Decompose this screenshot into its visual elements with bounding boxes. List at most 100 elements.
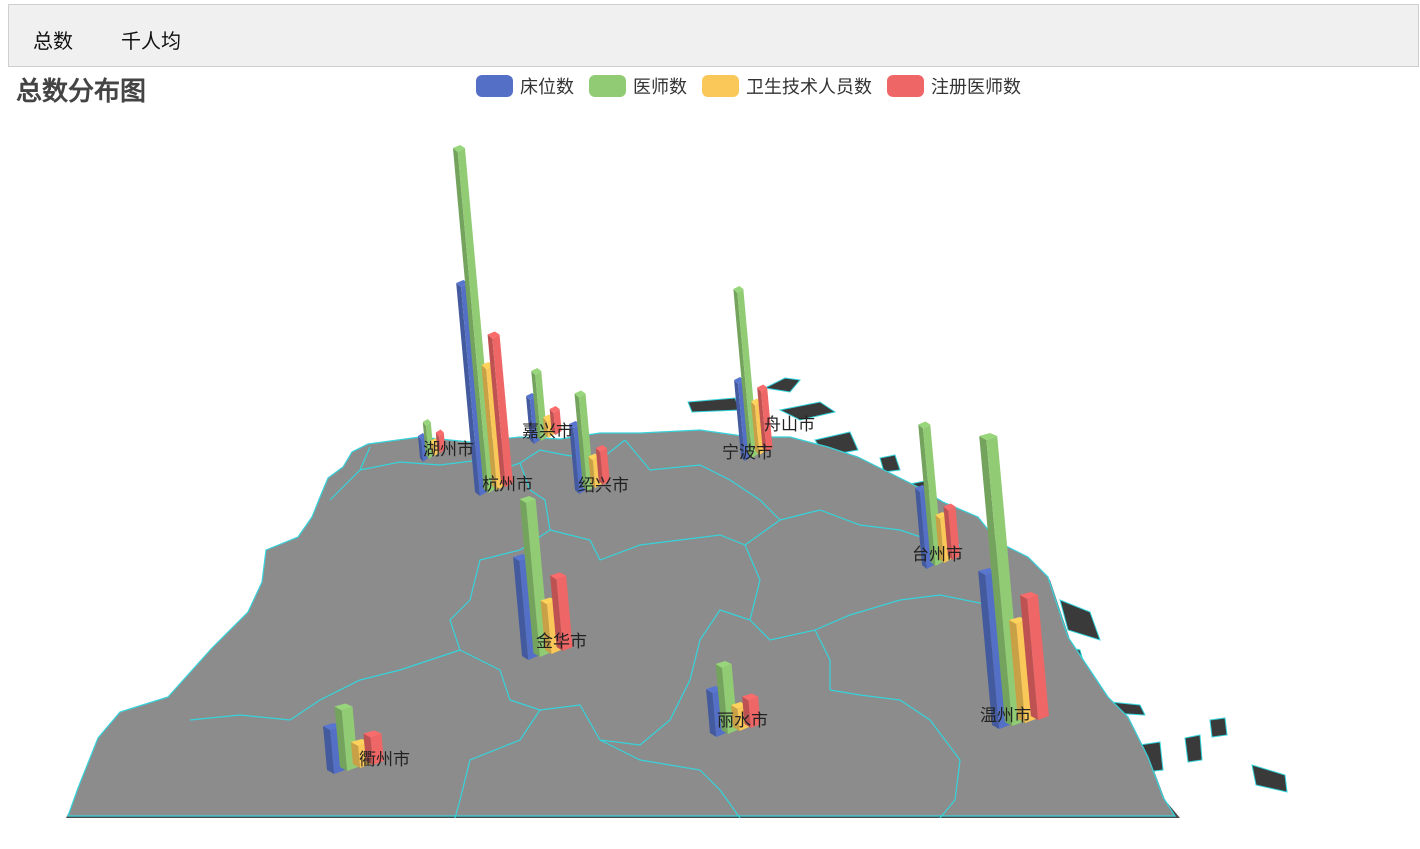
bar-front — [438, 432, 446, 453]
city-label-台州市: 台州市 — [912, 545, 963, 565]
bar-side — [731, 705, 740, 731]
bar-side — [456, 283, 480, 496]
bar-side — [750, 401, 760, 455]
bar-side — [334, 706, 348, 771]
bar-top — [487, 331, 500, 339]
bar-top — [334, 703, 353, 711]
bar-温州市-registered-doctors[interactable] — [1019, 592, 1049, 720]
bar-绍兴市-registered-doctors[interactable] — [595, 445, 610, 485]
city-label-温州市: 温州市 — [980, 706, 1031, 726]
bar-side — [452, 148, 489, 493]
bar-side — [978, 571, 1000, 729]
bar-top — [595, 445, 607, 452]
bar-side — [918, 424, 936, 566]
bar-top — [550, 572, 567, 580]
bar-front — [600, 448, 610, 485]
legend-item-beds[interactable]: 床位数 — [476, 73, 574, 99]
bar-金华市-registered-doctors[interactable] — [550, 572, 573, 652]
bar-side — [588, 456, 596, 488]
bar-layer — [323, 145, 1049, 774]
bar-front — [556, 575, 573, 651]
bar-side — [550, 575, 563, 651]
bar-side — [569, 424, 580, 494]
bar-丽水市-registered-doctors[interactable] — [742, 693, 761, 729]
tab-per-thousand[interactable]: 千人均 — [121, 29, 181, 53]
city-label-杭州市: 杭州市 — [482, 475, 533, 495]
city-label-嘉兴市: 嘉兴市 — [522, 422, 573, 442]
bar-side — [487, 334, 506, 487]
bar-side — [323, 726, 335, 774]
bar-湖州市-registered-doctors[interactable] — [435, 429, 446, 454]
bar-side — [542, 417, 549, 438]
bar-side — [540, 600, 552, 654]
bar-top — [549, 406, 560, 413]
bar-side — [935, 515, 945, 563]
bar-side — [979, 436, 1013, 726]
bar-top — [979, 433, 998, 440]
bar-top — [943, 503, 956, 511]
legend-item-health-tech-staff[interactable]: 卫生技术人员数 — [702, 73, 872, 99]
legend: 床位数 医师数 卫生技术人员数 注册医师数 — [476, 73, 1036, 99]
bar-side — [757, 387, 767, 452]
bar-side — [943, 506, 953, 560]
bar-top — [531, 368, 542, 375]
bar-front — [761, 387, 773, 452]
prefecture-borders — [189, 439, 1011, 818]
city-label-金华市: 金华市 — [536, 632, 587, 652]
chart-title: 总数分布图 — [16, 77, 147, 107]
bar-杭州市-registered-doctors[interactable] — [487, 331, 513, 488]
bar-top — [574, 390, 586, 398]
bar-front — [948, 506, 960, 560]
legend-swatch-health-tech-staff — [702, 75, 739, 97]
bar-side — [549, 409, 556, 435]
bar-side — [734, 380, 745, 461]
bar-side — [574, 393, 588, 491]
legend-item-doctors[interactable]: 医师数 — [589, 73, 687, 99]
legend-label-registered-doctors: 注册医师数 — [931, 77, 1021, 98]
bar-top — [733, 286, 744, 293]
bar-湖州市-health-tech-staff[interactable] — [430, 438, 440, 456]
bar-top — [918, 421, 931, 429]
bar-front — [553, 409, 562, 435]
legend-label-doctors: 医师数 — [633, 77, 687, 98]
bar-side — [531, 371, 542, 441]
legend-item-registered-doctors[interactable]: 注册医师数 — [887, 73, 1021, 99]
bar-宁波市-registered-doctors[interactable] — [757, 384, 773, 453]
legend-swatch-beds — [476, 75, 513, 97]
tab-total[interactable]: 总数 — [33, 29, 73, 53]
bar-front — [492, 334, 513, 487]
bar-side — [519, 499, 540, 657]
bar-side — [481, 365, 498, 490]
city-label-宁波市: 宁波市 — [722, 443, 773, 463]
bar-side — [422, 422, 429, 459]
bar-台州市-registered-doctors[interactable] — [943, 503, 960, 561]
bar-side — [430, 441, 435, 456]
bar-top — [742, 693, 759, 701]
city-label-丽水市: 丽水市 — [717, 711, 768, 731]
bar-side — [595, 448, 604, 485]
bar-top — [435, 429, 444, 437]
bar-top — [715, 661, 732, 668]
bar-top — [363, 730, 382, 738]
bar-top — [519, 496, 536, 503]
bar-side — [1009, 620, 1026, 723]
bar-top — [757, 384, 768, 392]
bar-衢州市-registered-doctors[interactable] — [363, 730, 384, 766]
tab-bar: 总数 千人均 — [8, 4, 1419, 67]
bar-side — [363, 733, 374, 765]
city-label-湖州市: 湖州市 — [423, 440, 474, 460]
bar-嘉兴市-registered-doctors[interactable] — [549, 406, 562, 435]
bar-top — [1019, 592, 1038, 599]
city-label-绍兴市: 绍兴市 — [578, 476, 629, 496]
legend-label-health-tech-staff: 卫生技术人员数 — [746, 77, 872, 98]
bar-front — [1027, 595, 1049, 720]
bar-side — [435, 432, 441, 453]
bar-front — [748, 696, 761, 728]
bar-side — [418, 436, 424, 462]
bar-top — [452, 145, 465, 152]
bar-side — [526, 396, 534, 444]
legend-label-beds: 床位数 — [520, 77, 574, 98]
legend-swatch-registered-doctors — [887, 75, 924, 97]
